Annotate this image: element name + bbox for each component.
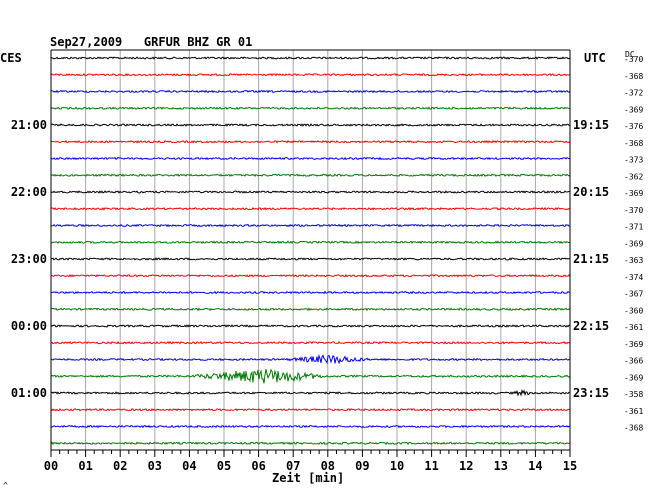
x-tick-label: 04 bbox=[182, 459, 196, 473]
dc-offset-label: -358 bbox=[624, 390, 643, 399]
trace-line bbox=[50, 89, 571, 94]
left-time-label: 23:00 bbox=[11, 252, 47, 266]
trace-line bbox=[50, 206, 571, 211]
trace-lines bbox=[50, 56, 571, 446]
x-tick-label: 06 bbox=[251, 459, 265, 473]
x-tick-label: 05 bbox=[217, 459, 231, 473]
plot-frame bbox=[50, 49, 571, 451]
x-axis: 00 01 02 03 04 05 06 07 08 09 10 11 12 13 14 15 bbox=[44, 450, 577, 473]
dc-header-label: DC bbox=[625, 50, 635, 59]
trace-line bbox=[50, 56, 571, 60]
trace-line bbox=[50, 72, 571, 77]
dc-offset-label: -369 bbox=[624, 373, 643, 382]
dc-offset-label: -369 bbox=[624, 189, 643, 198]
trace-line bbox=[50, 441, 571, 446]
trace-line bbox=[50, 340, 571, 345]
trace-line bbox=[50, 368, 571, 384]
trace-line bbox=[50, 424, 571, 429]
x-tick-label: 14 bbox=[528, 459, 542, 473]
dc-offset-label: -369 bbox=[624, 340, 643, 349]
dc-offset-label: -372 bbox=[624, 89, 643, 98]
right-timezone-label: UTC bbox=[584, 51, 606, 65]
trace-line bbox=[50, 273, 571, 278]
trace-line bbox=[50, 223, 571, 228]
trace-line bbox=[50, 407, 571, 412]
x-tick-label: 15 bbox=[563, 459, 577, 473]
trace-line bbox=[50, 173, 571, 178]
x-axis-label: Zeit [min] bbox=[272, 471, 344, 485]
dc-offset-label: -376 bbox=[624, 122, 643, 131]
trace-line bbox=[50, 307, 571, 312]
grid-lines bbox=[85, 50, 536, 450]
trace-line bbox=[50, 156, 571, 161]
x-tick-label: 08 bbox=[321, 459, 335, 473]
dc-offset-label: -373 bbox=[624, 156, 643, 165]
left-time-label: 21:00 bbox=[11, 118, 47, 132]
x-tick-label: 03 bbox=[148, 459, 162, 473]
right-time-label: 23:15 bbox=[573, 386, 609, 400]
trace-line bbox=[50, 123, 570, 127]
trace-line bbox=[50, 240, 571, 245]
x-tick-label: 12 bbox=[459, 459, 473, 473]
dc-offset-label: -361 bbox=[624, 407, 643, 416]
dc-offset-label: -370 bbox=[624, 55, 643, 64]
dc-offset-labels: -370 -368 -372 -369 -376 -368 -373 -362 -369 -370… bbox=[624, 55, 643, 433]
dc-offset-label: -366 bbox=[624, 357, 643, 366]
trace-line bbox=[50, 388, 571, 397]
x-tick-label: 11 bbox=[424, 459, 438, 473]
left-time-label: 00:00 bbox=[11, 319, 47, 333]
x-tick-label: 00 bbox=[44, 459, 58, 473]
x-tick-label: 07 bbox=[286, 459, 300, 473]
left-time-label: 01:00 bbox=[11, 386, 47, 400]
dc-offset-label: -369 bbox=[624, 105, 643, 114]
chart-title: Sep27,2009 GRFUR BHZ GR 01 bbox=[50, 35, 252, 49]
dc-offset-label: -367 bbox=[624, 290, 643, 299]
right-time-label: 21:15 bbox=[573, 252, 609, 266]
trace-line bbox=[50, 324, 571, 328]
left-timezone-label: CES bbox=[0, 51, 22, 65]
left-time-label: 22:00 bbox=[11, 185, 47, 199]
trace-line bbox=[50, 139, 571, 144]
dc-offset-label: -374 bbox=[624, 273, 643, 282]
dc-offset-label: -370 bbox=[624, 206, 643, 215]
right-time-label: 20:15 bbox=[573, 185, 609, 199]
dc-offset-label: -369 bbox=[624, 239, 643, 248]
time-labels: 21:00 22:00 23:00 00:00 01:00 19:15 20:15 21:15… bbox=[11, 118, 609, 400]
dc-offset-label: -368 bbox=[624, 424, 643, 433]
trace-line bbox=[50, 106, 571, 110]
x-tick-label: 02 bbox=[113, 459, 127, 473]
trace-line bbox=[50, 257, 571, 261]
x-tick-label: 09 bbox=[355, 459, 369, 473]
x-tick-label: 13 bbox=[494, 459, 508, 473]
dc-offset-label: -360 bbox=[624, 306, 643, 315]
dc-offset-label: -368 bbox=[624, 139, 643, 148]
x-tick-label: 01 bbox=[78, 459, 92, 473]
dc-offset-label: -363 bbox=[624, 256, 643, 265]
trace-line bbox=[50, 190, 571, 194]
x-tick-label: 10 bbox=[390, 459, 404, 473]
corner-mark: ^ bbox=[3, 481, 8, 490]
right-time-label: 22:15 bbox=[573, 319, 609, 333]
right-time-label: 19:15 bbox=[573, 118, 609, 132]
dc-offset-label: -362 bbox=[624, 172, 643, 181]
dc-offset-label: -371 bbox=[624, 223, 643, 232]
dc-offset-label: -368 bbox=[624, 72, 643, 81]
dc-offset-label: -361 bbox=[624, 323, 643, 332]
trace-line bbox=[50, 353, 571, 365]
trace-line bbox=[50, 290, 571, 295]
